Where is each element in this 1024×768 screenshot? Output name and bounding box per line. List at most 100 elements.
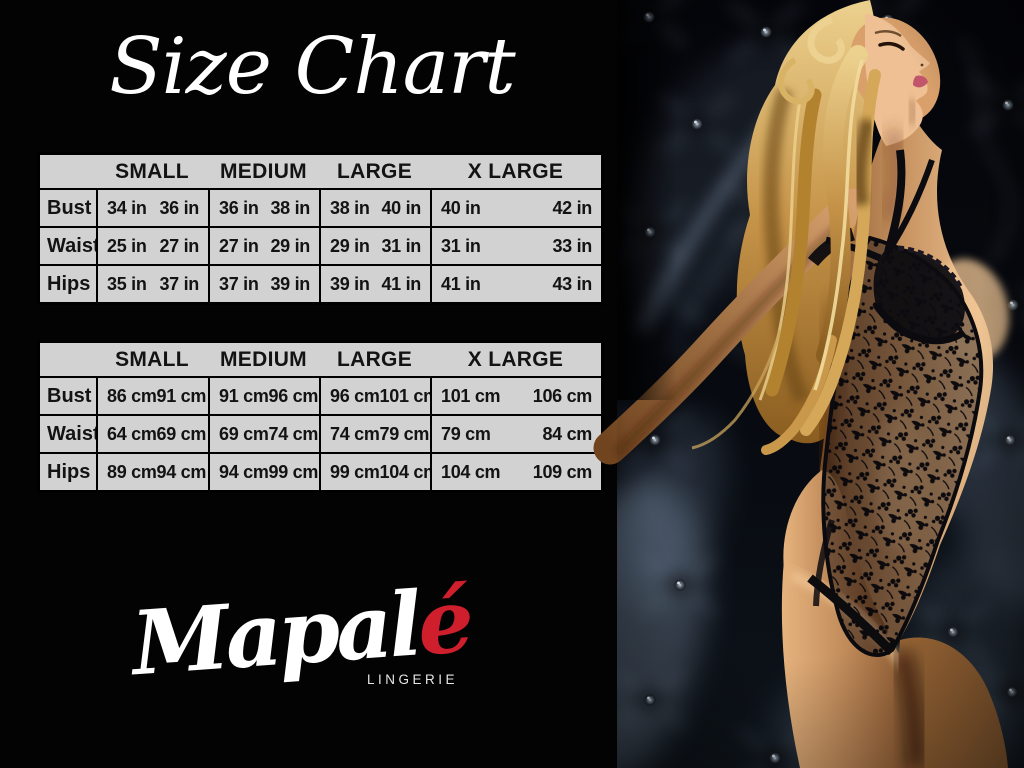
table-row-hips: Hips 35 in 37 in 37 in 39 in 39 in 41 in… (40, 264, 601, 302)
size-range-cell: 74 cm 79 cm (319, 416, 430, 452)
size-min: 86 cm (107, 385, 157, 406)
brand-logo: Mapalé LINGERIE (125, 560, 492, 712)
brand-word-main: Mapal (128, 571, 424, 695)
size-max: 31 in (381, 235, 421, 256)
brand-logo-art: Mapalé LINGERIE (125, 568, 474, 696)
size-max: 91 cm (156, 385, 207, 406)
table-header-row: SMALL MEDIUM LARGE X LARGE (40, 343, 601, 376)
size-range-cell: 27 in 29 in (208, 228, 319, 264)
size-table-inches: SMALL MEDIUM LARGE X LARGE Bust 34 in 36… (37, 152, 604, 305)
size-max: 27 in (159, 235, 199, 256)
size-max: 37 in (159, 273, 199, 294)
table-row-waist: Waist 64 cm 69 cm 69 cm 74 cm 74 cm 79 c… (40, 414, 601, 452)
table-row-bust: Bust 86 cm 91 cm 91 cm 96 cm 96 cm 101 c… (40, 376, 601, 414)
column-header-xlarge: X LARGE (467, 347, 564, 371)
size-min: 104 cm (441, 461, 501, 482)
size-range-cell: 29 in 31 in (319, 228, 430, 264)
size-max: 33 in (552, 235, 592, 256)
size-range-cell: 36 in 38 in (208, 190, 319, 226)
size-min: 27 in (219, 235, 259, 256)
size-max: 36 in (159, 197, 199, 218)
row-label: Waist (47, 422, 96, 445)
size-range-cell: 35 in 37 in (96, 266, 208, 302)
size-range-cell: 31 in 33 in (430, 228, 601, 264)
brand-wordmark: Mapalé (128, 568, 474, 696)
column-header-large: LARGE (337, 159, 412, 183)
size-min: 69 cm (219, 423, 269, 444)
size-max: 79 cm (379, 423, 430, 444)
size-min: 39 in (330, 273, 370, 294)
size-range-cell: 39 in 41 in (319, 266, 430, 302)
size-max: 43 in (552, 273, 592, 294)
size-min: 96 cm (330, 385, 380, 406)
size-min: 99 cm (330, 461, 380, 482)
size-min: 79 cm (441, 423, 491, 444)
size-range-cell: 101 cm 106 cm (430, 378, 601, 414)
size-max: 94 cm (156, 461, 207, 482)
photo-vignette (617, 0, 1024, 768)
column-header-medium: MEDIUM (220, 347, 307, 371)
size-max: 104 cm (379, 461, 430, 482)
size-min: 94 cm (219, 461, 269, 482)
size-min: 89 cm (107, 461, 157, 482)
brand-word-accent: é (414, 568, 474, 675)
size-max: 109 cm (532, 461, 593, 482)
size-min: 91 cm (219, 385, 269, 406)
size-range-cell: 25 in 27 in (96, 228, 208, 264)
size-max: 69 cm (156, 423, 207, 444)
row-label: Hips (47, 272, 91, 295)
row-label: Hips (47, 460, 91, 483)
size-range-cell: 79 cm 84 cm (430, 416, 601, 452)
size-range-cell: 40 in 42 in (430, 190, 601, 226)
column-header-small: SMALL (115, 347, 189, 371)
table-row-hips: Hips 89 cm 94 cm 94 cm 99 cm 99 cm 104 c… (40, 452, 601, 490)
brand-tagline: LINGERIE (367, 672, 458, 687)
row-label: Bust (47, 384, 92, 407)
size-min: 29 in (330, 235, 370, 256)
size-range-cell: 104 cm 109 cm (430, 454, 601, 490)
size-max: 106 cm (532, 385, 593, 406)
size-max: 96 cm (268, 385, 319, 406)
column-header-large: LARGE (337, 347, 412, 371)
size-range-cell: 86 cm 91 cm (96, 378, 208, 414)
size-min: 35 in (107, 273, 147, 294)
size-max: 29 in (270, 235, 310, 256)
size-min: 37 in (219, 273, 259, 294)
size-min: 74 cm (330, 423, 380, 444)
size-min: 25 in (107, 235, 147, 256)
size-range-cell: 34 in 36 in (96, 190, 208, 226)
size-max: 40 in (381, 197, 421, 218)
size-max: 101 cm (379, 385, 430, 406)
size-min: 36 in (219, 197, 259, 218)
row-label: Waist (47, 234, 96, 257)
size-max: 84 cm (542, 423, 592, 444)
page-title: Size Chart (109, 22, 515, 112)
size-range-cell: 37 in 39 in (208, 266, 319, 302)
size-min: 64 cm (107, 423, 157, 444)
size-range-cell: 96 cm 101 cm (319, 378, 430, 414)
size-min: 31 in (441, 235, 481, 256)
size-min: 38 in (330, 197, 370, 218)
size-range-cell: 89 cm 94 cm (96, 454, 208, 490)
photo-model (593, 0, 1024, 768)
size-max: 42 in (552, 197, 592, 218)
size-min: 101 cm (441, 385, 501, 406)
table-row-bust: Bust 34 in 36 in 36 in 38 in 38 in 40 in… (40, 188, 601, 226)
size-range-cell: 69 cm 74 cm (208, 416, 319, 452)
size-max: 74 cm (268, 423, 319, 444)
size-range-cell: 99 cm 104 cm (319, 454, 430, 490)
size-min: 40 in (441, 197, 481, 218)
corner-cell (40, 155, 96, 188)
size-max: 41 in (381, 273, 421, 294)
size-table-centimeters: SMALL MEDIUM LARGE X LARGE Bust 86 cm 91… (37, 340, 604, 493)
size-min: 41 in (441, 273, 481, 294)
size-max: 99 cm (268, 461, 319, 482)
row-label: Bust (47, 196, 92, 219)
size-range-cell: 91 cm 96 cm (208, 378, 319, 414)
size-range-cell: 94 cm 99 cm (208, 454, 319, 490)
column-header-medium: MEDIUM (220, 159, 307, 183)
size-range-cell: 38 in 40 in (319, 190, 430, 226)
size-min: 34 in (107, 197, 147, 218)
corner-cell (40, 343, 96, 376)
